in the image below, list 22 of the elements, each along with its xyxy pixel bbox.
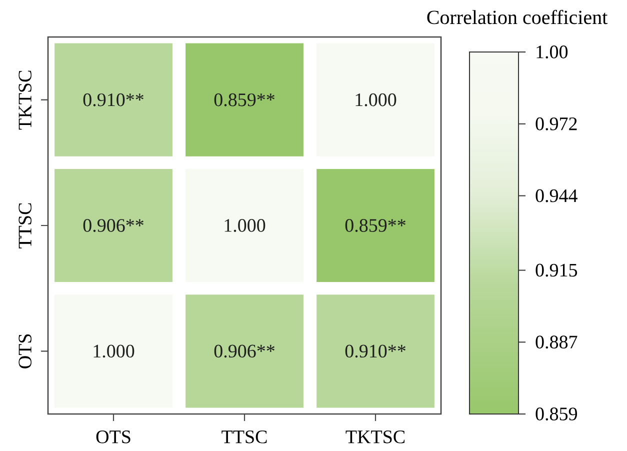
data-label: 0.859** xyxy=(345,219,406,232)
data-label: 1.000 xyxy=(94,344,134,358)
x-tick-label: TKTSC xyxy=(346,430,405,444)
y-tick-label: TKTSC xyxy=(18,70,32,130)
data-label: 0.859** xyxy=(214,93,274,106)
color-bar-label: 0.859 xyxy=(536,408,577,420)
data-label: 0.906** xyxy=(214,344,274,358)
color-bar-label: 0.915 xyxy=(536,264,578,277)
x-tick-label: OTS xyxy=(96,430,130,444)
color-bar-label: 0.972 xyxy=(536,117,577,130)
data-label: 1.000 xyxy=(224,219,266,232)
data-label: 0.910** xyxy=(345,344,406,358)
color-bar-title: Correlation coefficient xyxy=(427,10,608,24)
color-bar-label: 0.887 xyxy=(536,336,578,349)
data-label: 1.000 xyxy=(356,93,396,106)
y-tick-label: TTSC xyxy=(18,203,32,248)
data-label: 0.906** xyxy=(83,219,144,232)
data-label: 0.910** xyxy=(83,93,144,106)
y-tick-label: OTS xyxy=(18,334,32,368)
color-bar-label: 1.00 xyxy=(536,46,568,58)
x-tick-label: TTSC xyxy=(222,430,267,444)
color-bar-label: 0.944 xyxy=(536,189,578,202)
